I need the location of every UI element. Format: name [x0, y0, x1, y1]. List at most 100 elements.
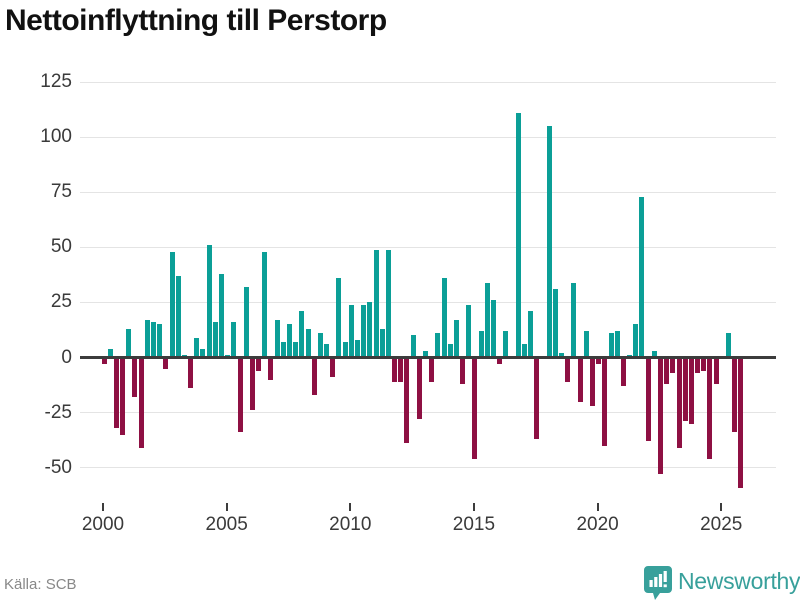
bar-2010-Q4: [367, 302, 373, 358]
x-axis-label-2000: 2000: [81, 514, 125, 535]
bar-2022-Q3: [657, 357, 663, 475]
bar-2011-Q2: [379, 328, 385, 358]
bar-2006-Q3: [262, 251, 268, 358]
bar-2001-Q2: [132, 357, 138, 398]
x-axis-label-2015: 2015: [452, 514, 496, 535]
bar-2007-Q4: [293, 342, 299, 358]
bar-2019-Q2: [577, 357, 583, 402]
gridline-y--25: [80, 412, 776, 414]
gridline-y-50: [80, 246, 776, 248]
bar-2013-Q3: [435, 333, 441, 358]
bar-2006-Q2: [256, 357, 262, 371]
gridline-y-25: [80, 301, 776, 303]
bar-2018-Q4: [565, 357, 571, 382]
bar-2014-Q2: [453, 320, 459, 358]
bar-2003-Q1: [175, 275, 181, 358]
bar-2017-Q3: [534, 357, 540, 440]
y-axis-label-100: 100: [40, 126, 72, 148]
y-axis-label-50: 50: [50, 236, 72, 258]
bar-2017-Q2: [528, 311, 534, 358]
bar-2022-Q2: [651, 350, 657, 358]
bar-2002-Q4: [169, 251, 175, 358]
bar-2005-Q2: [231, 322, 237, 358]
bar-2012-Q4: [416, 357, 422, 420]
y-axis-label--25: -25: [44, 401, 72, 423]
bar-2002-Q1: [150, 322, 156, 358]
bar-2016-Q1: [497, 357, 503, 365]
bar-2008-Q1: [299, 311, 305, 358]
bar-2024-Q2: [701, 357, 707, 371]
newsworthy-wordmark: Newsworthy: [678, 568, 800, 594]
bar-2012-Q2: [404, 357, 410, 444]
bar-2021-Q4: [639, 196, 645, 358]
bar-2021-Q1: [620, 357, 626, 387]
x-axis-label-2025: 2025: [700, 514, 743, 535]
bar-2006-Q1: [249, 357, 255, 411]
gridline-y--50: [80, 467, 776, 469]
bar-2007-Q2: [280, 342, 286, 358]
bar-2015-Q4: [491, 300, 497, 358]
x-axis-zero-line: [80, 356, 776, 359]
x-axis-label-2020: 2020: [576, 514, 619, 535]
bar-2020-Q1: [596, 357, 602, 365]
y-axis-label-125: 125: [40, 71, 72, 92]
bar-2010-Q1: [348, 304, 354, 358]
x-axis-tick-2010: [349, 503, 352, 511]
bar-2025-Q4: [738, 357, 744, 488]
source-label: Källa: SCB: [4, 576, 77, 593]
gridline-y-125: [80, 81, 776, 83]
newsworthy-logo: Newsworthy: [644, 565, 800, 600]
y-axis-label-0: 0: [61, 346, 72, 368]
x-axis-tick-2015: [472, 503, 475, 511]
bar-2021-Q3: [633, 324, 639, 358]
bar-2015-Q2: [478, 331, 484, 358]
bar-2023-Q1: [670, 357, 676, 373]
bar-2008-Q3: [311, 357, 317, 395]
bar-2012-Q1: [398, 357, 404, 382]
bar-2008-Q2: [305, 328, 311, 358]
bar-2019-Q3: [583, 331, 589, 358]
bar-2025-Q3: [732, 357, 738, 433]
bar-2002-Q2: [157, 324, 163, 358]
bar-2011-Q1: [373, 249, 379, 358]
bar-2006-Q4: [268, 357, 274, 380]
bar-2020-Q2: [602, 357, 608, 446]
bar-2022-Q1: [645, 357, 651, 442]
bar-2009-Q4: [342, 342, 348, 358]
bar-2018-Q3: [559, 353, 565, 358]
bar-2024-Q4: [713, 357, 719, 384]
bar-2011-Q3: [385, 249, 391, 358]
bar-2004-Q3: [212, 322, 218, 358]
y-axis-label-25: 25: [50, 291, 72, 313]
x-axis-tick-2020: [596, 503, 599, 511]
y-axis-label--50: -50: [44, 456, 72, 478]
bar-2011-Q4: [392, 357, 398, 382]
bar-2003-Q4: [194, 337, 200, 358]
bar-2003-Q3: [188, 357, 194, 389]
bar-2017-Q1: [521, 344, 527, 358]
bar-2005-Q3: [237, 357, 243, 433]
bar-2000-Q2: [107, 348, 113, 358]
bar-2016-Q4: [515, 112, 521, 358]
bar-2001-Q3: [138, 357, 144, 448]
bar-2013-Q2: [429, 357, 435, 382]
x-axis-label-2005: 2005: [205, 514, 248, 535]
x-axis-tick-2025: [720, 503, 723, 511]
bar-2005-Q4: [243, 286, 249, 358]
bar-2004-Q4: [218, 273, 224, 358]
bar-2022-Q4: [664, 357, 670, 384]
bar-2010-Q2: [355, 339, 360, 358]
gridline-y-75: [80, 191, 776, 193]
chart-title: Nettoinflyttning till Perstorp: [5, 4, 387, 37]
bar-2007-Q1: [274, 320, 280, 358]
bar-2015-Q3: [484, 282, 490, 358]
x-axis-tick-2005: [225, 503, 228, 511]
bar-2019-Q1: [571, 282, 577, 358]
bar-2016-Q2: [503, 331, 509, 358]
bar-2013-Q1: [423, 350, 429, 358]
bar-2009-Q3: [336, 278, 342, 358]
bar-2015-Q1: [472, 357, 478, 459]
bar-2001-Q4: [144, 320, 150, 358]
bar-2014-Q3: [460, 357, 466, 384]
bar-2004-Q2: [206, 245, 212, 358]
